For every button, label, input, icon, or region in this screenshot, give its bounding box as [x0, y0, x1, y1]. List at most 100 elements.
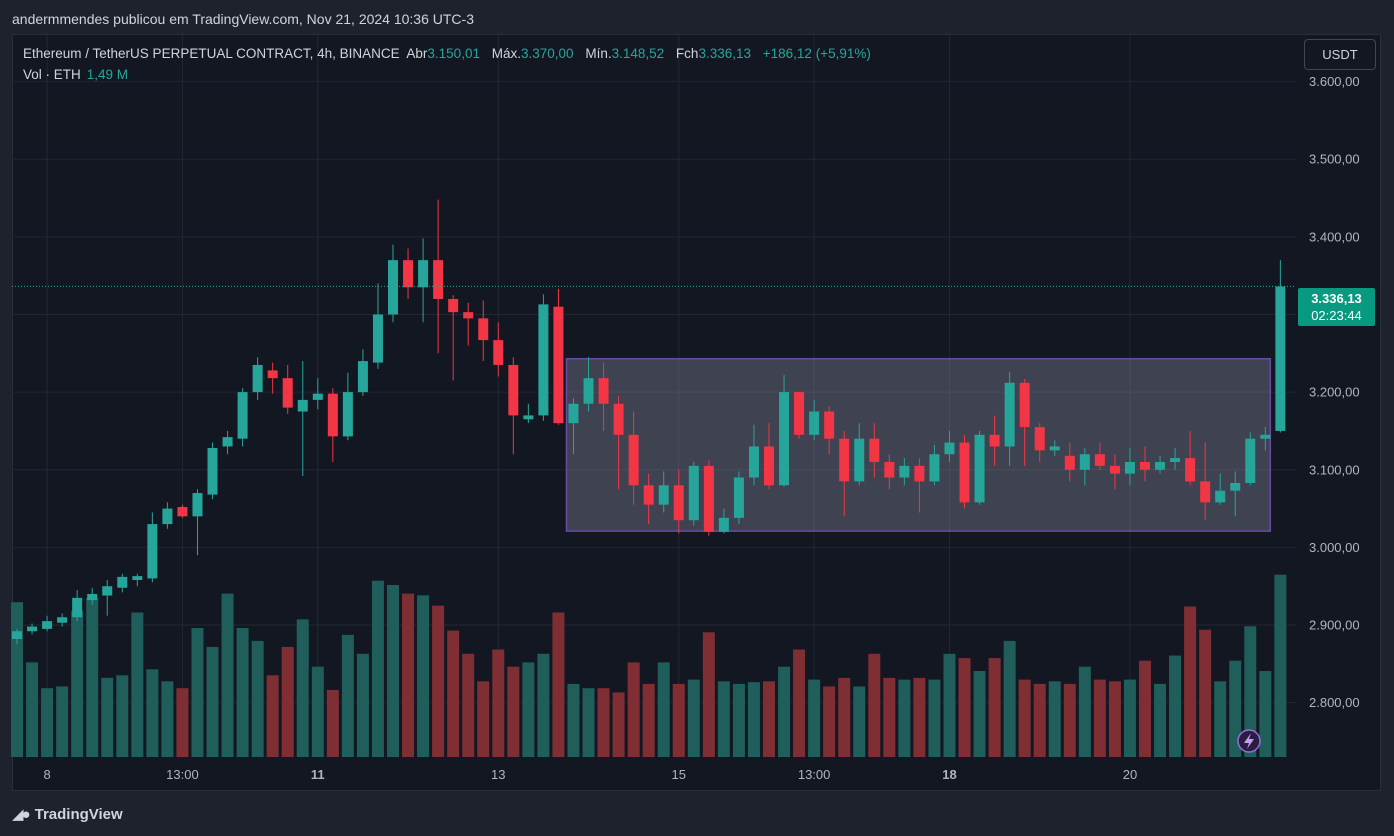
volume-bar [973, 671, 986, 757]
volume-bar [1244, 626, 1257, 757]
volume-bar [296, 619, 309, 757]
volume-bar [236, 628, 249, 757]
volume-bar [1018, 679, 1031, 757]
volume-bar [1078, 666, 1091, 757]
volume-bar [1139, 660, 1151, 757]
price-tick-label: 2.900,00 [1309, 618, 1360, 633]
volume-bar [717, 681, 730, 757]
volume-bar [1274, 574, 1287, 757]
candle-body [388, 260, 398, 315]
time-tick-label: 13 [491, 767, 505, 782]
candle-body [553, 306, 564, 424]
candle-body [87, 593, 98, 601]
volume-bar [823, 686, 836, 757]
open-label: Abr [406, 46, 428, 61]
low-label: Mín. [585, 46, 612, 61]
volume-bar [116, 675, 129, 757]
time-tick-label: 8 [43, 767, 50, 782]
candle-body [643, 485, 654, 505]
volume-bar [1123, 679, 1136, 757]
volume-bar [1003, 640, 1016, 757]
volume-bar [732, 683, 745, 757]
candle-body [403, 260, 414, 288]
volume-bar [1229, 660, 1242, 757]
volume-bar [1154, 683, 1167, 757]
symbol-title[interactable]: Ethereum / TetherUS PERPETUAL CONTRACT, … [23, 46, 400, 61]
candle-body [854, 438, 865, 482]
volume-bar [26, 662, 39, 757]
ohlc-legend: Ethereum / TetherUS PERPETUAL CONTRACT, … [23, 46, 879, 61]
volume-bar [1259, 671, 1272, 757]
candle-body [989, 434, 1000, 447]
time-tick-label: 13:00 [798, 767, 831, 782]
candle-body [1064, 455, 1075, 470]
currency-button[interactable]: USDT [1304, 39, 1376, 70]
candle-body [703, 465, 714, 532]
time-tick-label: 13:00 [166, 767, 199, 782]
candle-body [1034, 427, 1045, 451]
volume-bar [161, 681, 174, 757]
candle-body [1260, 434, 1271, 439]
volume-bar [432, 605, 445, 757]
candle-body [523, 415, 534, 420]
volume-legend: Vol · ETH 1,49 M [23, 67, 128, 82]
volume-bar [928, 679, 941, 757]
volume-bar [311, 666, 324, 757]
volume-bar [582, 688, 595, 757]
candle-body [1140, 461, 1150, 470]
price-axis: 2.800,00 2.900,00 3.000,00 3.100,00 3.200,00… [1309, 74, 1360, 710]
volume-bar [537, 653, 550, 757]
candle-body [252, 364, 263, 393]
volume-bar [146, 669, 159, 757]
candle-body [688, 465, 699, 521]
volume-bar [1184, 606, 1197, 757]
candle-body [959, 442, 970, 503]
candle-body [764, 446, 774, 486]
candle-body [538, 304, 549, 416]
candle-body [463, 312, 474, 319]
volume-bar [687, 679, 700, 757]
volume-bar [462, 653, 475, 757]
candle-body [342, 392, 353, 437]
volume-bar [657, 662, 670, 757]
candle-body [448, 298, 459, 313]
candle-body [162, 508, 173, 525]
candle-body [1019, 382, 1030, 428]
candle-body [1230, 482, 1241, 491]
volume-bar [251, 640, 264, 757]
volume-bar [747, 682, 760, 757]
last-price-value: 3.336,13 [1311, 291, 1362, 306]
volume-bar [672, 683, 685, 757]
volume-bar [477, 681, 490, 757]
volume-bar [86, 597, 99, 757]
volume-bar [281, 646, 294, 757]
volume-bar [492, 649, 505, 757]
volume-bar [522, 662, 535, 757]
candle-body [282, 378, 293, 408]
volume-bar [176, 688, 189, 757]
volume-value: 1,49 M [86, 67, 129, 82]
candle-body [824, 411, 835, 439]
candle-body [809, 411, 820, 435]
candle-body [944, 442, 955, 455]
candle-body [1094, 454, 1105, 466]
time-tick-label: 20 [1123, 767, 1137, 782]
candle-body [433, 260, 444, 299]
volume-bar [71, 610, 84, 757]
candles [12, 199, 1286, 645]
candle-body [748, 446, 759, 478]
volume-bar [567, 683, 580, 757]
price-tick-label: 3.400,00 [1309, 229, 1360, 244]
range-box [565, 357, 1272, 532]
candle-body [779, 392, 790, 486]
alert-lightning-icon[interactable] [1237, 729, 1261, 753]
tradingview-footer[interactable]: ◢● TradingView [12, 805, 123, 824]
candle-body [598, 378, 609, 404]
volume-bar [387, 585, 399, 757]
volume-bar [101, 677, 114, 757]
time-tick-label: 11 [311, 767, 325, 782]
close-value: 3.336,13 [698, 46, 751, 61]
volume-bar [221, 593, 234, 757]
volume-bar [778, 666, 791, 757]
